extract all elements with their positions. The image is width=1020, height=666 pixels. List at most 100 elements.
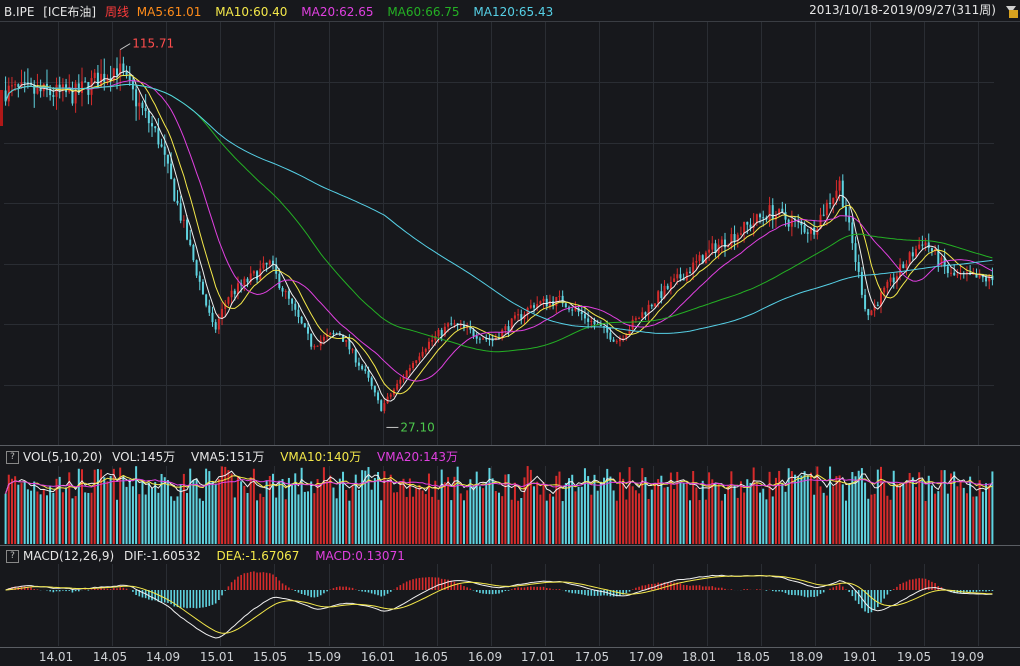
candle bbox=[774, 214, 777, 220]
candle bbox=[10, 85, 13, 87]
volume-bar bbox=[55, 478, 58, 544]
candle bbox=[144, 107, 147, 111]
candle bbox=[179, 203, 182, 221]
candle bbox=[182, 219, 185, 221]
dea-value: DEA:-1.67067 bbox=[216, 549, 300, 563]
volume-bar bbox=[443, 482, 446, 544]
volume-bar bbox=[593, 474, 596, 544]
candle bbox=[147, 110, 150, 124]
help-icon[interactable]: ? bbox=[6, 451, 19, 464]
candle bbox=[612, 339, 615, 342]
candle bbox=[895, 276, 898, 283]
volume-bar bbox=[434, 480, 437, 544]
candle bbox=[749, 224, 752, 228]
macd-indicator-name[interactable]: MACD(12,26,9) bbox=[23, 549, 115, 563]
volume-bar bbox=[924, 500, 927, 544]
candle bbox=[577, 308, 580, 312]
candle bbox=[647, 304, 650, 315]
volume-bar bbox=[724, 493, 727, 544]
x-tick-label: 18.09 bbox=[788, 650, 824, 664]
candle bbox=[548, 301, 551, 307]
volume-bar bbox=[844, 500, 847, 544]
volume-bar bbox=[985, 483, 988, 544]
candle bbox=[252, 271, 255, 274]
volume-bar bbox=[227, 470, 230, 544]
candle bbox=[52, 95, 55, 97]
volume-bar bbox=[676, 471, 679, 544]
candle bbox=[478, 338, 481, 340]
x-tick-label: 19.05 bbox=[896, 650, 932, 664]
candle bbox=[23, 82, 26, 84]
x-tick-label: 17.01 bbox=[520, 650, 556, 664]
chevron-down-icon[interactable] bbox=[1006, 6, 1016, 13]
volume-bar bbox=[163, 477, 166, 544]
volume-bar bbox=[386, 481, 389, 544]
candle bbox=[450, 323, 453, 325]
volume-bar bbox=[26, 489, 29, 544]
volume-bar bbox=[440, 469, 443, 544]
candle bbox=[844, 206, 847, 217]
candle bbox=[857, 262, 860, 272]
volume-bar bbox=[886, 495, 889, 544]
volume-bar bbox=[316, 479, 319, 544]
candle bbox=[389, 394, 392, 397]
candle bbox=[873, 304, 876, 311]
candle bbox=[985, 277, 988, 282]
date-range-label[interactable]: 2013/10/18-2019/09/27(311周) bbox=[809, 3, 996, 17]
volume-bar bbox=[526, 466, 529, 544]
candle bbox=[313, 346, 316, 348]
candle bbox=[498, 337, 500, 339]
volume-bar bbox=[367, 467, 370, 544]
candle bbox=[399, 379, 402, 384]
volume-bar bbox=[93, 469, 96, 544]
candle bbox=[396, 383, 399, 390]
volume-bar bbox=[631, 486, 634, 544]
candle bbox=[918, 244, 921, 249]
volume-bar bbox=[259, 493, 262, 544]
volume-bar bbox=[650, 489, 653, 544]
volume-bar bbox=[647, 499, 650, 544]
candle bbox=[236, 283, 239, 295]
volume-bar bbox=[262, 496, 265, 544]
volume-bar bbox=[603, 477, 606, 544]
candle bbox=[364, 369, 367, 372]
candle bbox=[386, 396, 389, 404]
lock-icon[interactable] bbox=[1009, 10, 1018, 18]
vol-indicator-name[interactable]: VOL(5,10,20) bbox=[23, 450, 103, 464]
candle bbox=[322, 336, 325, 341]
candle bbox=[297, 309, 300, 317]
volume-bar bbox=[529, 469, 532, 544]
volume-bar bbox=[421, 490, 424, 544]
candle bbox=[307, 327, 310, 334]
volume-bar bbox=[618, 472, 621, 544]
candle bbox=[268, 260, 271, 265]
candle bbox=[265, 262, 268, 265]
volume-bar bbox=[233, 497, 236, 544]
candle bbox=[908, 252, 911, 264]
volume-bar bbox=[911, 477, 914, 544]
x-tick-label: 18.05 bbox=[735, 650, 771, 664]
volume-bar bbox=[300, 467, 303, 544]
volume-bar bbox=[988, 485, 991, 544]
volume-bar bbox=[975, 496, 978, 544]
candle bbox=[762, 217, 765, 219]
volume-bar bbox=[494, 491, 497, 544]
candle bbox=[14, 84, 17, 86]
help-icon[interactable]: ? bbox=[6, 550, 19, 563]
candle bbox=[504, 326, 507, 330]
candle bbox=[542, 298, 545, 302]
candle bbox=[720, 239, 723, 245]
volume-bar bbox=[695, 487, 698, 544]
candle bbox=[33, 84, 36, 94]
candle bbox=[112, 68, 115, 81]
volume-bar bbox=[195, 478, 198, 544]
candle bbox=[809, 227, 812, 234]
candle bbox=[93, 72, 96, 79]
series-dea bbox=[5, 575, 993, 634]
left-marker bbox=[0, 90, 3, 126]
volume-bar bbox=[918, 472, 921, 544]
period-label[interactable]: 周线 bbox=[104, 5, 129, 19]
volume-bar bbox=[558, 471, 561, 544]
volume-bar bbox=[771, 496, 774, 544]
